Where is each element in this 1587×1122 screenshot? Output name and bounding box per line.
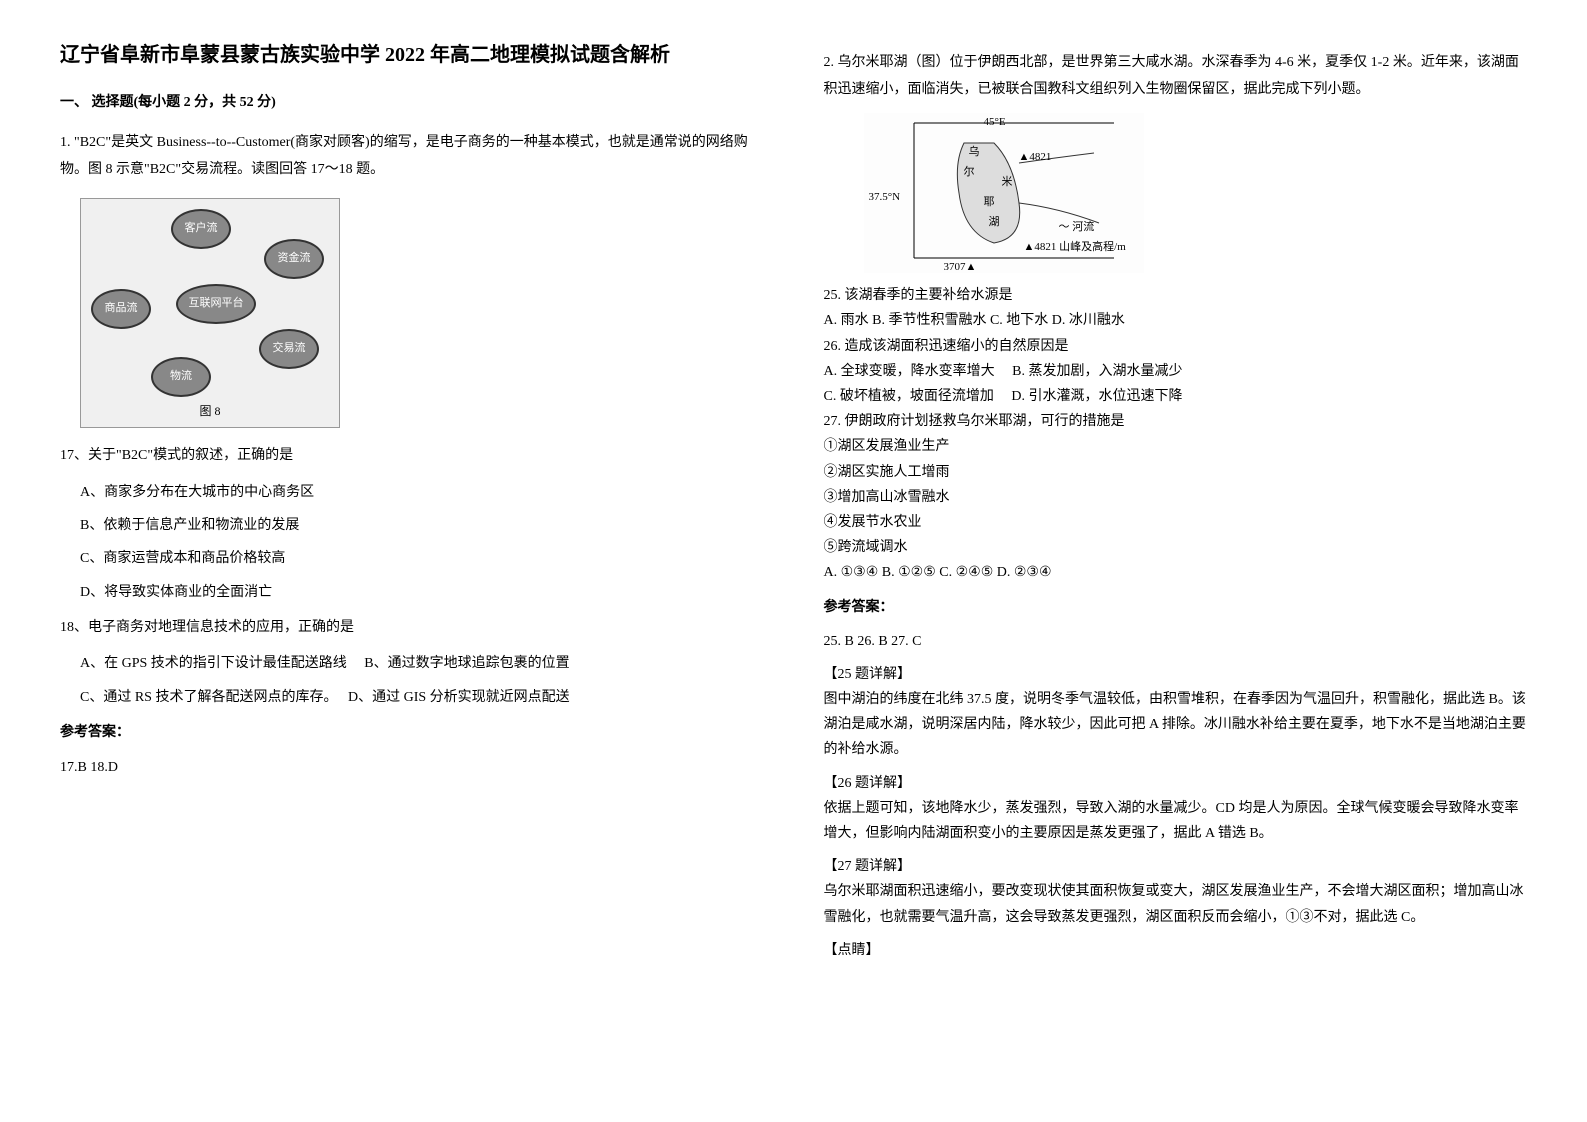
q1-answer: 17.B 18.D bbox=[60, 755, 764, 782]
q26-option-c: C. 破坏植被，坡面径流增加 bbox=[824, 389, 994, 404]
q27-item-1: ①湖区发展渔业生产 bbox=[824, 434, 1528, 459]
q1-intro: 1. "B2C"是英文 Business--to--Customer(商家对顾客… bbox=[60, 130, 764, 183]
q2-intro: 2. 乌尔米耶湖（图）位于伊朗西北部，是世界第三大咸水湖。水深春季为 4-6 米… bbox=[824, 50, 1528, 103]
map-lon-label: 45°E bbox=[984, 113, 1006, 133]
q17-option-d: D、将导致实体商业的全面消亡 bbox=[80, 580, 764, 605]
q27-item-5: ⑤跨流域调水 bbox=[824, 535, 1528, 560]
map-coord-bottom: 3707▲ bbox=[944, 258, 977, 278]
dianjing-head: 【点睛】 bbox=[824, 938, 1528, 963]
q1-answer-label: 参考答案： bbox=[60, 720, 764, 745]
q17-stem: 17、关于"B2C"模式的叙述，正确的是 bbox=[60, 443, 764, 470]
node-transaction-flow: 交易流 bbox=[259, 329, 319, 369]
q27-item-4: ④发展节水农业 bbox=[824, 510, 1528, 535]
node-internet-platform: 互联网平台 bbox=[176, 284, 256, 324]
page-container: 辽宁省阜新市阜蒙县蒙古族实验中学 2022 年高二地理模拟试题含解析 一、 选择… bbox=[60, 40, 1527, 963]
q26-options-row2: C. 破坏植被，坡面径流增加 D. 引水灌溉，水位迅速下降 bbox=[824, 384, 1528, 409]
node-goods-flow: 商品流 bbox=[91, 289, 151, 329]
q2-answer-label: 参考答案： bbox=[824, 595, 1528, 620]
q26-option-b: B. 蒸发加剧，入湖水量减少 bbox=[1012, 364, 1182, 379]
q26-option-d: D. 引水灌溉，水位迅速下降 bbox=[1011, 389, 1182, 404]
q17-option-c: C、商家运营成本和商品价格较高 bbox=[80, 546, 764, 571]
q18-option-c: C、通过 RS 技术了解各配送网点的库存。 bbox=[80, 690, 330, 705]
q18-option-d: D、通过 GIS 分析实现就近网点配送 bbox=[348, 690, 570, 705]
q2-answers: 25. B 26. B 27. C bbox=[824, 629, 1528, 654]
q17-option-b: B、依赖于信息产业和物流业的发展 bbox=[80, 513, 764, 538]
left-column: 辽宁省阜新市阜蒙县蒙古族实验中学 2022 年高二地理模拟试题含解析 一、 选择… bbox=[60, 40, 764, 963]
map-lake-char-2: 米 bbox=[1002, 173, 1013, 193]
map-lat-label: 37.5°N bbox=[869, 188, 901, 208]
q27-stem: 27. 伊朗政府计划拯救乌尔米耶湖，可行的措施是 bbox=[824, 409, 1528, 434]
q17-option-a: A、商家多分布在大城市的中心商务区 bbox=[80, 480, 764, 505]
q27-item-2: ②湖区实施人工增雨 bbox=[824, 460, 1528, 485]
q27-options: A. ①③④ B. ①②⑤ C. ②④⑤ D. ②③④ bbox=[824, 560, 1528, 585]
section-heading: 一、 选择题(每小题 2 分，共 52 分) bbox=[60, 90, 764, 115]
q25-options: A. 雨水 B. 季节性积雪融水 C. 地下水 D. 冰川融水 bbox=[824, 308, 1528, 333]
map-lake-char-1: 尔 bbox=[964, 163, 975, 183]
map-lake-char-3: 耶 bbox=[984, 193, 995, 213]
q25-stem: 25. 该湖春季的主要补给水源是 bbox=[824, 283, 1528, 308]
figure-caption: 图 8 bbox=[199, 401, 220, 423]
explain27-text: 乌尔米耶湖面积迅速缩小，要改变现状使其面积恢复或变大，湖区发展渔业生产，不会增大… bbox=[824, 879, 1528, 929]
node-customer-flow: 客户流 bbox=[171, 209, 231, 249]
q18-stem: 18、电子商务对地理信息技术的应用，正确的是 bbox=[60, 615, 764, 642]
node-logistics: 物流 bbox=[151, 357, 211, 397]
map-figure: 45°E 37.5°N ▲4821 乌 尔 米 耶 湖 ～ 河流 ▲4821 山… bbox=[864, 113, 1144, 273]
q18-option-a: A、在 GPS 技术的指引下设计最佳配送路线 bbox=[80, 656, 347, 671]
document-title: 辽宁省阜新市阜蒙县蒙古族实验中学 2022 年高二地理模拟试题含解析 bbox=[60, 40, 764, 70]
explain26-text: 依据上题可知，该地降水少，蒸发强烈，导致入湖的水量减少。CD 均是人为原因。全球… bbox=[824, 796, 1528, 846]
explain27-head: 【27 题详解】 bbox=[824, 854, 1528, 879]
q26-option-a: A. 全球变暖，降水变率增大 bbox=[824, 364, 995, 379]
q18-options-row2: C、通过 RS 技术了解各配送网点的库存。 D、通过 GIS 分析实现就近网点配… bbox=[80, 685, 764, 710]
node-capital-flow: 资金流 bbox=[264, 239, 324, 279]
map-lake-char-0: 乌 bbox=[969, 143, 980, 163]
map-lake-char-4: 湖 bbox=[989, 213, 1000, 233]
explain25-head: 【25 题详解】 bbox=[824, 662, 1528, 687]
explain25-text: 图中湖泊的纬度在北纬 37.5 度，说明冬季气温较低，由积雪堆积，在春季因为气温… bbox=[824, 687, 1528, 763]
map-elev-legend: ▲4821 山峰及高程/m bbox=[1024, 238, 1126, 258]
map-elev-1: ▲4821 bbox=[1019, 148, 1052, 168]
q27-item-3: ③增加高山冰雪融水 bbox=[824, 485, 1528, 510]
q26-options-row1: A. 全球变暖，降水变率增大 B. 蒸发加剧，入湖水量减少 bbox=[824, 359, 1528, 384]
figure-8-diagram: 客户流 资金流 商品流 互联网平台 交易流 物流 图 8 bbox=[80, 198, 340, 428]
q26-stem: 26. 造成该湖面积迅速缩小的自然原因是 bbox=[824, 334, 1528, 359]
q18-options-row1: A、在 GPS 技术的指引下设计最佳配送路线 B、通过数字地球追踪包裹的位置 bbox=[80, 651, 764, 676]
explain26-head: 【26 题详解】 bbox=[824, 771, 1528, 796]
right-column: 2. 乌尔米耶湖（图）位于伊朗西北部，是世界第三大咸水湖。水深春季为 4-6 米… bbox=[824, 40, 1528, 963]
q18-option-b: B、通过数字地球追踪包裹的位置 bbox=[364, 656, 569, 671]
map-river-legend: ～ 河流 bbox=[1059, 218, 1095, 238]
